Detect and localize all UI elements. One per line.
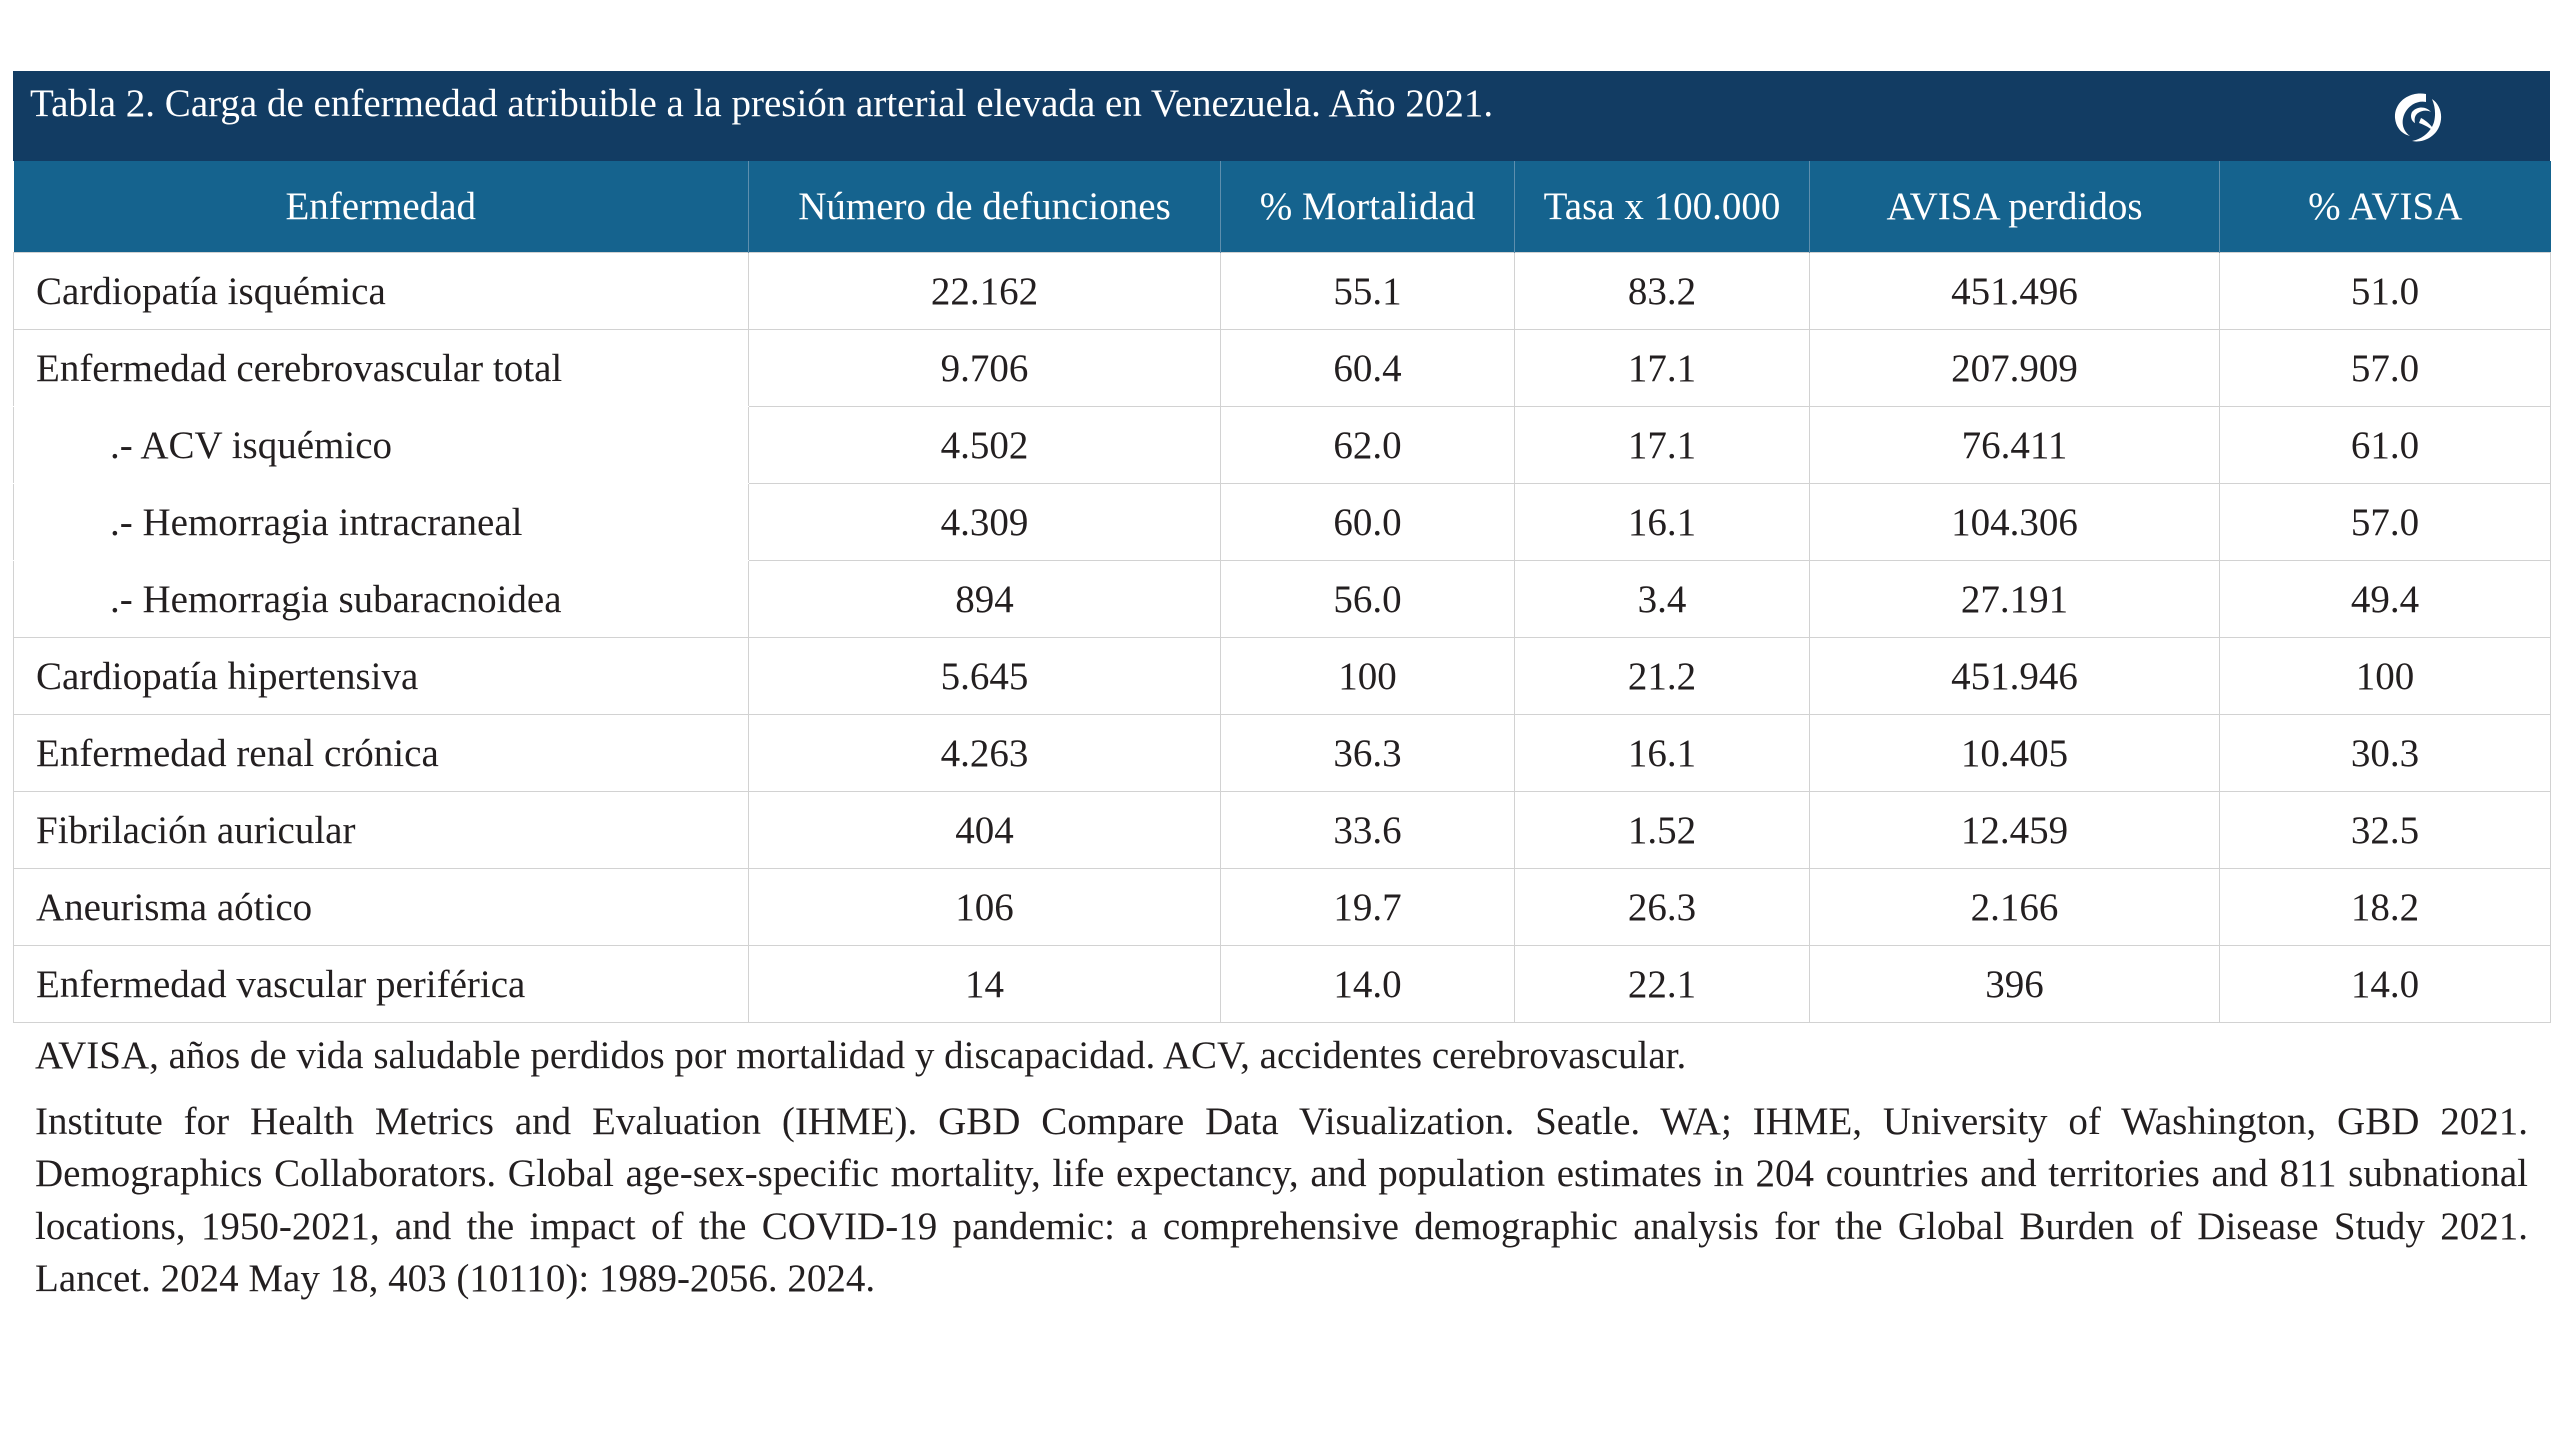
avisa-pct-value: 57.0 [2219,329,2551,407]
deaths-value: 894 [748,560,1221,638]
column-header-disease: Enfermedad [13,161,749,253]
abbreviations-note: AVISA, años de vida saludable perdidos p… [35,1034,1687,1077]
mortality-pct-value: 55.1 [1220,252,1515,330]
avisa-value: 27.191 [1809,560,2220,638]
table-notes: AVISA, años de vida saludable perdidos p… [13,1031,2550,1306]
avisa-pct-value: 61.0 [2219,406,2551,484]
rate-value: 26.3 [1514,868,1810,946]
disease-name: Enfermedad renal crónica [13,714,749,792]
column-header-deaths: Número de defunciones [748,161,1221,253]
avisa-value: 396 [1809,945,2220,1023]
deaths-value: 9.706 [748,329,1221,407]
rate-value: 21.2 [1514,637,1810,715]
deaths-value: 106 [748,868,1221,946]
table-subrow: .- Hemorragia subaracnoidea 894 56.0 3.4… [13,560,2551,638]
rate-value: 22.1 [1514,945,1810,1023]
table-row: Cardiopatía isquémica 22.162 55.1 83.2 4… [13,252,2551,330]
disease-subtype-name: .- Hemorragia subaracnoidea [13,560,749,638]
mortality-pct-value: 36.3 [1220,714,1515,792]
avisa-pct-value: 100 [2219,637,2551,715]
table-subrow: .- Hemorragia intracraneal 4.309 60.0 16… [13,483,2551,561]
publisher-logo-icon [2394,93,2442,142]
table-row: Enfermedad cerebrovascular total 9.706 6… [13,329,2551,407]
deaths-value: 4.502 [748,406,1221,484]
avisa-value: 2.166 [1809,868,2220,946]
avisa-pct-value: 51.0 [2219,252,2551,330]
deaths-value: 4.263 [748,714,1221,792]
mortality-pct-value: 33.6 [1220,791,1515,869]
disease-burden-table: Enfermedad Número de defunciones % Morta… [13,161,2551,1023]
table-figure: Tabla 2. Carga de enfermedad atribuible … [13,71,2551,1306]
rate-value: 83.2 [1514,252,1810,330]
source-citation: Institute for Health Metrics and Evaluat… [35,1099,2528,1301]
mortality-pct-value: 56.0 [1220,560,1515,638]
mortality-pct-value: 60.4 [1220,329,1515,407]
avisa-pct-value: 49.4 [2219,560,2551,638]
avisa-value: 104.306 [1809,483,2220,561]
table-row: Cardiopatía hipertensiva 5.645 100 21.2 … [13,637,2551,715]
rate-value: 16.1 [1514,483,1810,561]
avisa-pct-value: 18.2 [2219,868,2551,946]
column-header-avisa-pct: % AVISA [2219,161,2551,253]
rate-value: 3.4 [1514,560,1810,638]
disease-name: Enfermedad vascular periférica [13,945,749,1023]
mortality-pct-value: 14.0 [1220,945,1515,1023]
mortality-pct-value: 62.0 [1220,406,1515,484]
disease-name: Cardiopatía isquémica [13,252,749,330]
disease-name: Cardiopatía hipertensiva [13,637,749,715]
mortality-pct-value: 19.7 [1220,868,1515,946]
disease-subtype-name: .- ACV isquémico [13,406,749,484]
rate-value: 1.52 [1514,791,1810,869]
table-row: Fibrilación auricular 404 33.6 1.52 12.4… [13,791,2551,869]
table-title-bar: Tabla 2. Carga de enfermedad atribuible … [13,71,2550,161]
disease-subtype-name: .- Hemorragia intracraneal [13,483,749,561]
deaths-value: 22.162 [748,252,1221,330]
mortality-pct-value: 100 [1220,637,1515,715]
column-header-avisa: AVISA perdidos [1809,161,2220,253]
avisa-value: 207.909 [1809,329,2220,407]
avisa-pct-value: 30.3 [2219,714,2551,792]
deaths-value: 14 [748,945,1221,1023]
avisa-value: 10.405 [1809,714,2220,792]
table-row: Aneurisma aótico 106 19.7 26.3 2.166 18.… [13,868,2551,946]
rate-value: 17.1 [1514,329,1810,407]
table-row: Enfermedad vascular periférica 14 14.0 2… [13,945,2551,1023]
disease-name: Enfermedad cerebrovascular total [13,329,749,407]
deaths-value: 5.645 [748,637,1221,715]
table-title: Tabla 2. Carga de enfermedad atribuible … [30,82,1494,125]
rate-value: 17.1 [1514,406,1810,484]
disease-name: Aneurisma aótico [13,868,749,946]
table-subrow: .- ACV isquémico 4.502 62.0 17.1 76.411 … [13,406,2551,484]
column-header-rate: Tasa x 100.000 [1514,161,1810,253]
table-row: Enfermedad renal crónica 4.263 36.3 16.1… [13,714,2551,792]
mortality-pct-value: 60.0 [1220,483,1515,561]
rate-value: 16.1 [1514,714,1810,792]
avisa-pct-value: 32.5 [2219,791,2551,869]
avisa-value: 12.459 [1809,791,2220,869]
deaths-value: 404 [748,791,1221,869]
avisa-value: 76.411 [1809,406,2220,484]
avisa-pct-value: 57.0 [2219,483,2551,561]
deaths-value: 4.309 [748,483,1221,561]
avisa-value: 451.496 [1809,252,2220,330]
avisa-pct-value: 14.0 [2219,945,2551,1023]
column-header-mortality-pct: % Mortalidad [1220,161,1515,253]
disease-name: Fibrilación auricular [13,791,749,869]
avisa-value: 451.946 [1809,637,2220,715]
table-header-row: Enfermedad Número de defunciones % Morta… [13,161,2551,253]
